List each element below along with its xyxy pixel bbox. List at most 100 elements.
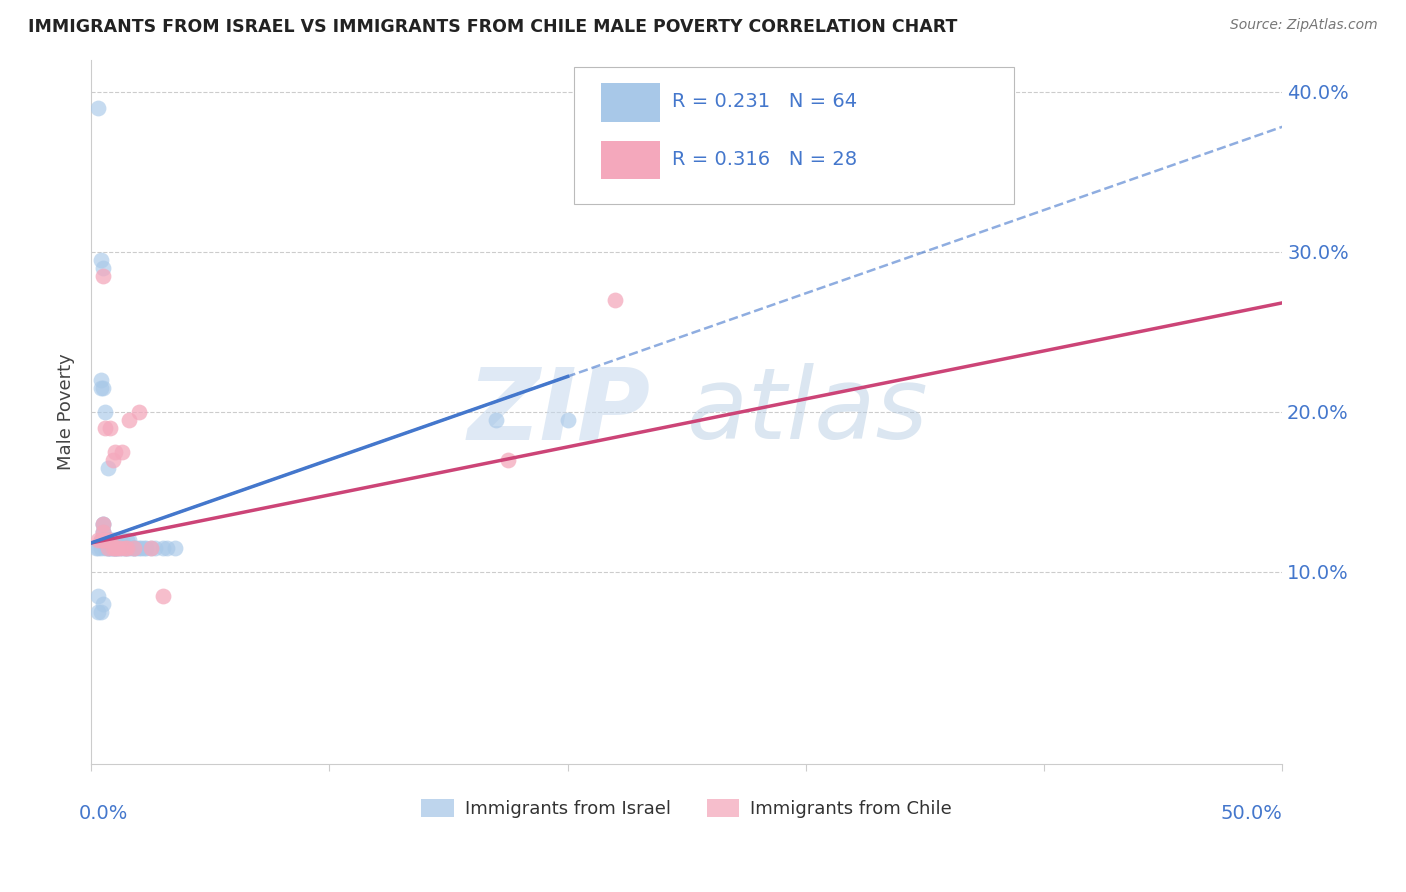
Point xyxy=(111,444,134,458)
Point xyxy=(98,533,121,547)
FancyBboxPatch shape xyxy=(574,67,1014,204)
Point xyxy=(94,405,117,419)
Point xyxy=(94,533,117,547)
Point xyxy=(152,541,174,555)
Point xyxy=(105,541,128,555)
Point xyxy=(94,421,117,435)
Point xyxy=(91,516,114,531)
Point xyxy=(108,533,131,547)
Point xyxy=(108,541,131,555)
Y-axis label: Male Poverty: Male Poverty xyxy=(58,353,75,470)
Point xyxy=(97,541,120,555)
Point xyxy=(91,260,114,275)
Point xyxy=(122,541,145,555)
FancyBboxPatch shape xyxy=(600,83,661,121)
Point xyxy=(104,533,127,547)
Point xyxy=(496,452,519,467)
Point xyxy=(605,293,627,307)
Point xyxy=(90,381,112,395)
Point xyxy=(156,541,179,555)
Text: IMMIGRANTS FROM ISRAEL VS IMMIGRANTS FROM CHILE MALE POVERTY CORRELATION CHART: IMMIGRANTS FROM ISRAEL VS IMMIGRANTS FRO… xyxy=(28,18,957,36)
Point xyxy=(91,524,114,539)
Point xyxy=(84,541,107,555)
Point xyxy=(128,405,150,419)
Point xyxy=(114,541,136,555)
Point xyxy=(94,533,117,547)
Point xyxy=(101,541,124,555)
Point xyxy=(122,541,145,555)
Text: atlas: atlas xyxy=(686,363,928,460)
Point xyxy=(91,597,114,611)
Point xyxy=(91,533,114,547)
Point xyxy=(91,533,114,547)
Point xyxy=(485,413,508,427)
Point xyxy=(90,533,112,547)
Point xyxy=(101,452,124,467)
Point xyxy=(105,541,128,555)
Point xyxy=(101,541,124,555)
Point xyxy=(129,541,152,555)
Point xyxy=(97,533,120,547)
Text: 50.0%: 50.0% xyxy=(1220,804,1282,822)
Text: R = 0.231   N = 64: R = 0.231 N = 64 xyxy=(672,93,858,112)
Point xyxy=(104,541,127,555)
Point xyxy=(98,533,121,547)
Point xyxy=(91,533,114,547)
Point xyxy=(101,541,124,555)
Point xyxy=(118,541,141,555)
Point xyxy=(91,381,114,395)
Point xyxy=(132,541,155,555)
Point xyxy=(97,541,120,555)
Point xyxy=(97,460,120,475)
Point xyxy=(98,541,121,555)
Point xyxy=(111,541,134,555)
Text: 0.0%: 0.0% xyxy=(79,804,128,822)
Point xyxy=(128,541,150,555)
Point xyxy=(90,541,112,555)
Point xyxy=(97,533,120,547)
Point xyxy=(557,413,579,427)
Point xyxy=(111,533,134,547)
Point xyxy=(98,541,121,555)
Point xyxy=(98,421,121,435)
Point xyxy=(91,524,114,539)
Point xyxy=(125,541,148,555)
Point xyxy=(115,541,138,555)
Point xyxy=(90,252,112,267)
Point xyxy=(152,589,174,603)
Point xyxy=(87,605,110,619)
Point xyxy=(97,541,120,555)
Point xyxy=(122,541,145,555)
Point xyxy=(115,533,138,547)
Point xyxy=(135,541,157,555)
Point xyxy=(91,524,114,539)
Point xyxy=(145,541,167,555)
Point xyxy=(101,533,124,547)
Point xyxy=(115,541,138,555)
Point xyxy=(90,605,112,619)
Point xyxy=(91,268,114,283)
Text: Source: ZipAtlas.com: Source: ZipAtlas.com xyxy=(1230,18,1378,32)
Point xyxy=(90,373,112,387)
Point xyxy=(139,541,162,555)
Point xyxy=(104,541,127,555)
Point xyxy=(98,533,121,547)
Point xyxy=(108,541,131,555)
Point xyxy=(90,533,112,547)
Point xyxy=(121,541,143,555)
Point xyxy=(114,541,136,555)
Point xyxy=(94,541,117,555)
Point xyxy=(104,444,127,458)
Point xyxy=(87,589,110,603)
Point xyxy=(139,541,162,555)
Point xyxy=(118,413,141,427)
Text: ZIP: ZIP xyxy=(468,363,651,460)
Point xyxy=(114,541,136,555)
Point xyxy=(163,541,186,555)
Legend: Immigrants from Israel, Immigrants from Chile: Immigrants from Israel, Immigrants from … xyxy=(415,791,959,825)
Point xyxy=(91,516,114,531)
Text: R = 0.316   N = 28: R = 0.316 N = 28 xyxy=(672,150,858,169)
Point xyxy=(105,541,128,555)
Point xyxy=(87,533,110,547)
Point xyxy=(87,541,110,555)
